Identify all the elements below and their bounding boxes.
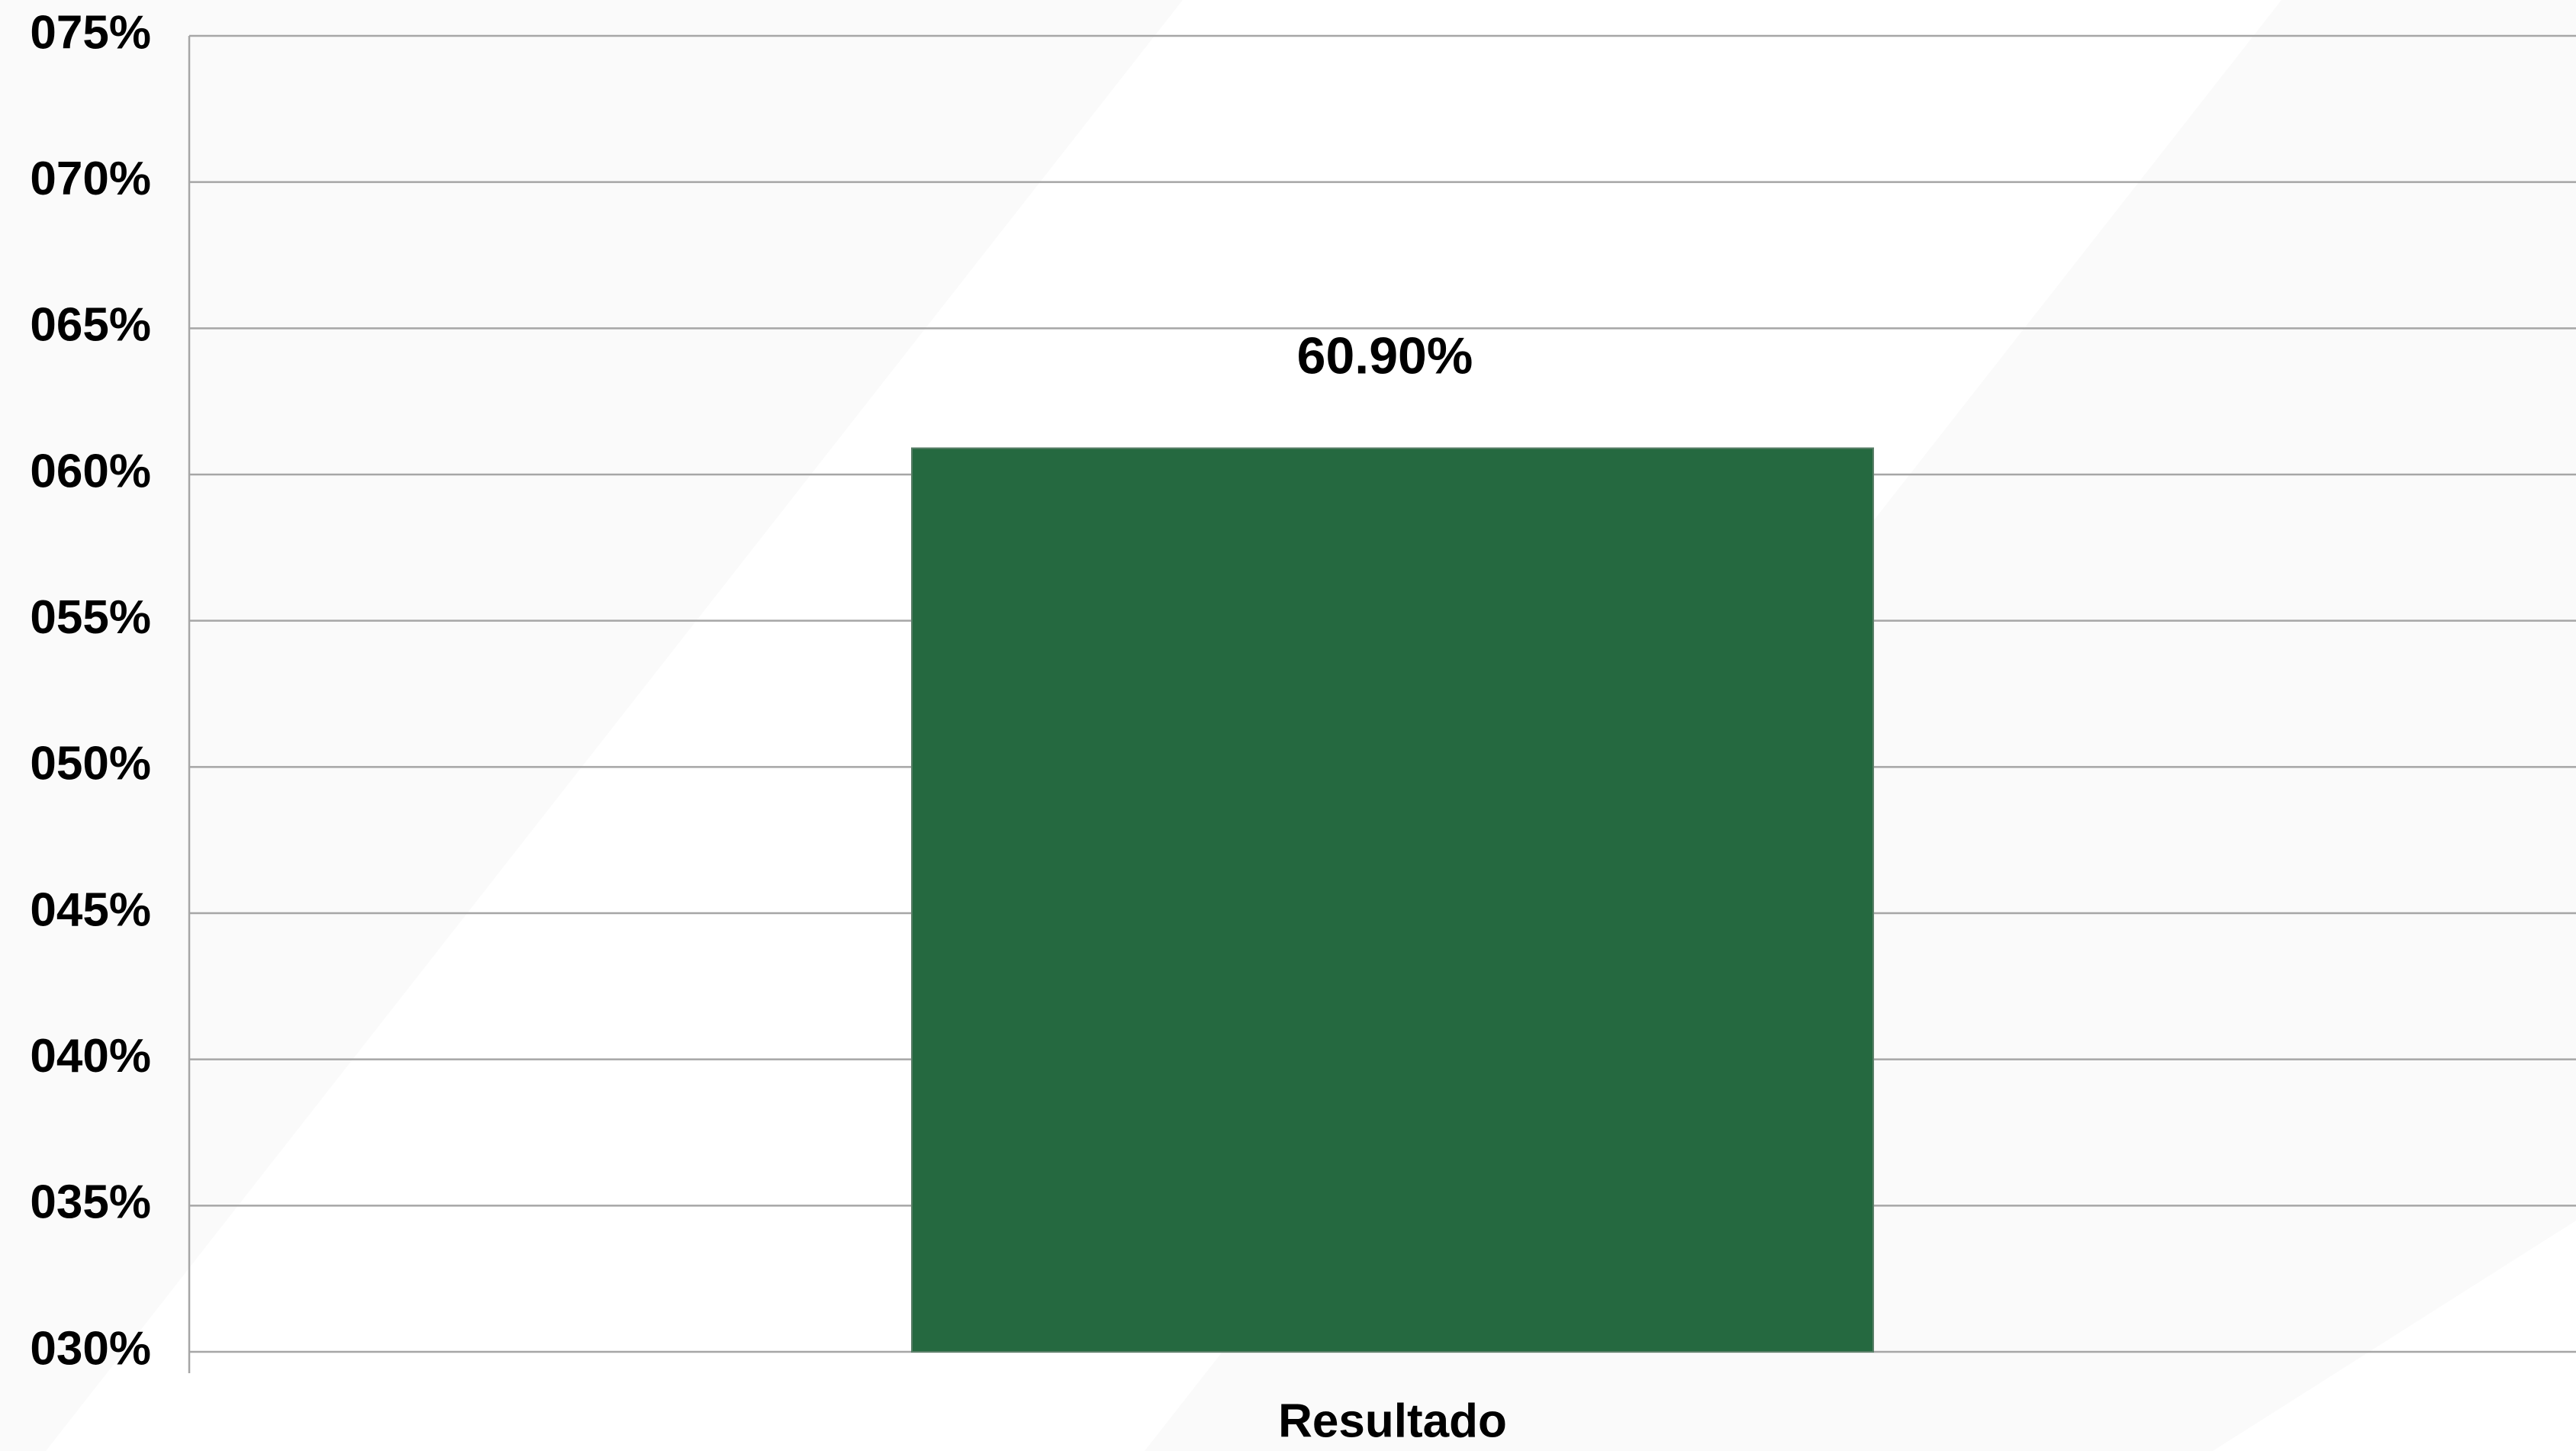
plot-area: 030% 035% 040% 045% 050% 055% 060% 065% 070% 075%… <box>30 6 2576 1447</box>
watermark-corner <box>2213 1221 2576 1451</box>
x-tick-label: Resultado <box>1278 1395 1507 1447</box>
y-tick-label: 050% <box>30 738 151 790</box>
y-tick-label: 065% <box>30 299 151 352</box>
y-tick-label: 045% <box>30 883 151 936</box>
y-tick-label: 070% <box>30 153 151 205</box>
bar <box>911 447 1874 1353</box>
y-tick-label: 030% <box>30 1322 151 1375</box>
y-tick-label: 060% <box>30 445 151 497</box>
y-tick-label: 040% <box>30 1030 151 1083</box>
y-tick-label: 055% <box>30 591 151 644</box>
data-label: 60.90% <box>1297 327 1473 384</box>
y-tick-label: 075% <box>30 6 151 59</box>
y-tick-label: 035% <box>30 1176 151 1229</box>
